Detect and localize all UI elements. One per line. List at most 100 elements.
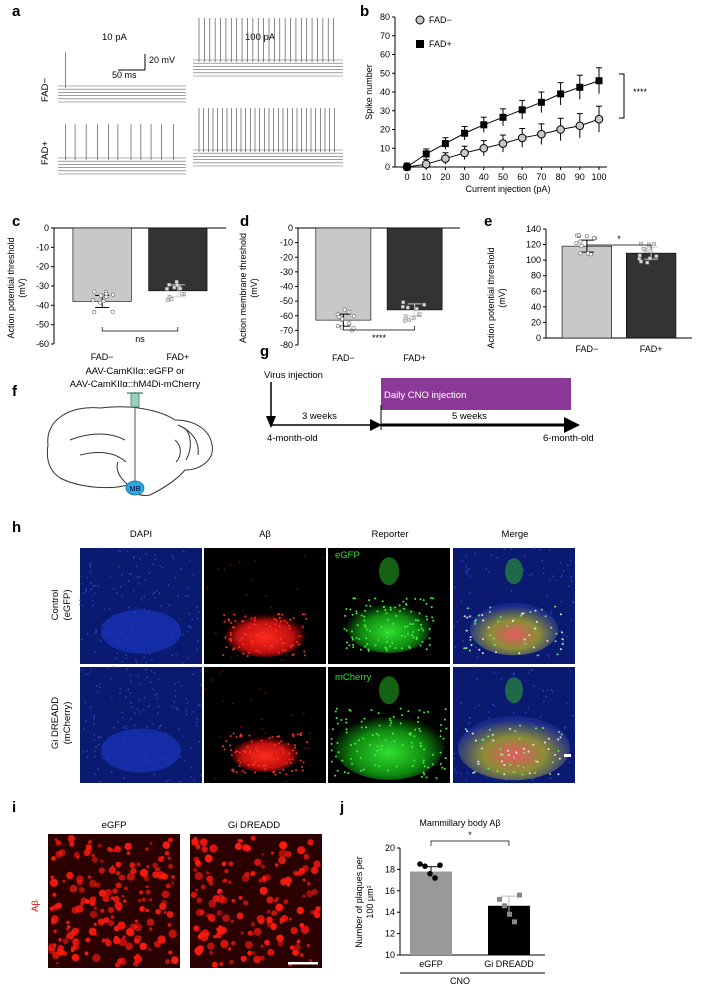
- abeta-speck: [309, 732, 311, 734]
- i-plaque: [162, 841, 171, 849]
- merge-speck: [527, 671, 530, 674]
- reporter-speck: [351, 638, 354, 641]
- dapi-speck: [112, 588, 115, 590]
- dapi-speck: [135, 659, 137, 662]
- merge-speck: [523, 751, 526, 754]
- abeta-speck: [229, 633, 232, 636]
- abeta-speck: [273, 755, 275, 757]
- reporter-speck: [385, 631, 388, 634]
- i-plaque: [121, 895, 125, 898]
- i-plaque: [231, 941, 236, 946]
- abeta-speck: [281, 613, 284, 616]
- b-xtick-label: 70: [536, 172, 546, 182]
- dapi-speck: [153, 773, 156, 775]
- chartC-datapoint: [175, 283, 179, 287]
- i-plaque: [164, 851, 170, 856]
- i-plaque: [204, 854, 213, 863]
- i-plaque: [231, 898, 236, 903]
- chartC-bar: [72, 227, 132, 302]
- panel-label-b: b: [360, 3, 369, 20]
- i-plaque: [170, 881, 175, 885]
- reporter-speck: [343, 771, 346, 774]
- merge-speck: [477, 614, 480, 617]
- dapi-speck: [127, 688, 130, 691]
- dapi-speck: [196, 606, 198, 609]
- b-xtick-label: 30: [460, 172, 470, 182]
- i-plaque: [117, 921, 126, 930]
- dapi-speck: [79, 599, 81, 602]
- h-col-reporter: Reporter: [372, 529, 409, 540]
- dapi-speck: [95, 746, 97, 749]
- j-ytick-label: 12: [385, 929, 395, 939]
- chartE-bar: [561, 245, 612, 339]
- dapi-speck: [196, 725, 198, 727]
- i-plaque: [250, 922, 256, 927]
- merge-speck: [552, 575, 554, 578]
- chartD-ytick-label: -80: [280, 340, 293, 350]
- dapi-speck: [159, 564, 162, 567]
- panel-label-d: d: [240, 213, 249, 230]
- merge-speck: [487, 735, 490, 738]
- merge-speck: [545, 695, 548, 698]
- reporter-speck: [363, 717, 366, 720]
- dapi-speck: [186, 630, 189, 633]
- merge-speck: [557, 773, 560, 776]
- merge-speck: [549, 773, 552, 776]
- abeta-speck: [273, 770, 276, 773]
- abeta-speck: [293, 746, 296, 749]
- merge-speck: [518, 652, 521, 655]
- chartE-datapoint: [579, 243, 584, 248]
- reporter-speck: [406, 625, 409, 628]
- i-plaque: [207, 942, 215, 950]
- i-plaque: [118, 938, 127, 947]
- abeta-speck: [292, 644, 295, 647]
- merge-speck: [465, 565, 468, 568]
- i-plaque: [264, 939, 270, 946]
- i-plaque: [104, 888, 112, 896]
- e-ylabel-1: Action potential threshold: [486, 247, 496, 348]
- abeta-speck: [238, 764, 241, 767]
- i-plaque: [110, 915, 115, 919]
- chartE-ytick-label: 0: [536, 333, 541, 343]
- i-plaque: [149, 842, 153, 845]
- dapi-speck: [90, 588, 92, 590]
- reporter-dorsal: [379, 676, 399, 705]
- dapi-speck: [146, 676, 148, 679]
- dapi-speck: [93, 722, 95, 725]
- reporter-speck: [378, 765, 381, 768]
- dapi-speck: [154, 597, 156, 599]
- reporter-speck: [388, 717, 391, 720]
- reporter-speck: [414, 728, 417, 731]
- b-ytick-label: 40: [380, 87, 390, 97]
- reporter-speck: [354, 742, 357, 745]
- chartD-datapoint: [422, 302, 427, 307]
- i-plaque: [56, 961, 59, 965]
- i-plaque: [100, 859, 104, 863]
- reporter-speck: [374, 597, 377, 600]
- abeta-speck: [281, 747, 284, 750]
- b-fad-neg-point: [556, 125, 565, 134]
- chartD-bar: [386, 227, 443, 311]
- i-plaque: [98, 889, 107, 897]
- reporter-speck: [330, 742, 333, 745]
- i-plaque: [97, 918, 105, 926]
- reporter-speck: [369, 604, 372, 607]
- dapi-speck: [135, 607, 138, 609]
- b-legend-neg: FAD−: [429, 15, 452, 25]
- reporter-speck: [398, 604, 401, 607]
- dapi-speck: [190, 775, 193, 778]
- i-plaque: [124, 842, 132, 851]
- reporter-speck: [352, 643, 355, 646]
- abeta-speck: [274, 773, 277, 776]
- i-plaque: [88, 879, 97, 888]
- i-plaque: [86, 844, 89, 848]
- dapi-speck: [191, 618, 194, 621]
- j-title: Mammillary body Aβ: [419, 818, 500, 828]
- i-plaque: [302, 894, 306, 898]
- abeta-speck: [225, 634, 228, 637]
- dapi-speck: [94, 592, 97, 595]
- dapi-speck: [167, 584, 170, 587]
- dapi-speck: [148, 653, 151, 655]
- reporter-speck: [343, 627, 346, 630]
- abeta-speck: [305, 617, 308, 620]
